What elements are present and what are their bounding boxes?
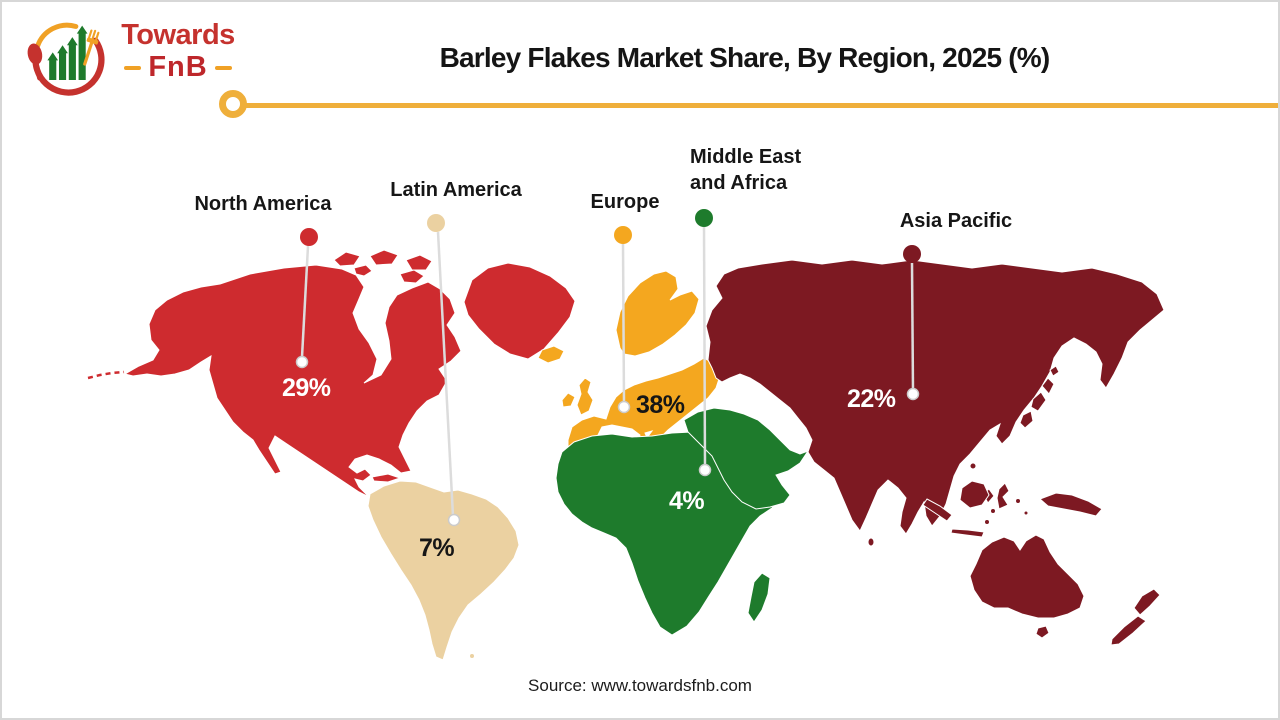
- region-latin-america: [367, 480, 520, 661]
- label-europe: Europe: [590, 191, 660, 213]
- spoon-icon: [27, 43, 43, 81]
- label-latin-america: Latin America: [390, 179, 522, 201]
- region-asia-pacific: [705, 259, 1165, 646]
- bar-chart-arrows-icon: [47, 25, 88, 80]
- logo-yellow-arc: [35, 22, 79, 49]
- title-divider-line: [235, 103, 1278, 108]
- region-middle-east-africa: [555, 407, 810, 636]
- source-attribution: Source: www.towardsfnb.com: [528, 676, 752, 695]
- page-title: Barley Flakes Market Share, By Region, 2…: [439, 42, 1051, 73]
- region-europe: [537, 270, 721, 456]
- value-north-america: 29%: [282, 374, 331, 402]
- brand-name-top: Towards: [121, 19, 235, 51]
- title-divider-ring: [219, 90, 247, 118]
- dot-north-america: [300, 228, 318, 246]
- brand-dash-left: [124, 65, 142, 70]
- value-asia-pacific: 22%: [847, 385, 896, 413]
- callout-leader-lines: [300, 226, 915, 517]
- region-north-america: [87, 249, 576, 509]
- dot-europe: [614, 226, 632, 244]
- label-asia-pacific: Asia Pacific: [899, 210, 1013, 232]
- fork-icon: [83, 29, 100, 66]
- brand-logo: Towards FnB: [22, 12, 235, 98]
- label-north-america: North America: [194, 193, 332, 215]
- brand-name-bottom: FnB: [148, 51, 208, 84]
- dot-asia-pacific: [903, 245, 921, 263]
- brand-text: Towards FnB: [114, 20, 242, 82]
- value-middle-east-africa: 4%: [669, 487, 705, 515]
- value-europe: 38%: [636, 391, 685, 419]
- value-latin-america: 7%: [419, 534, 455, 562]
- dot-middle-east-africa: [695, 209, 713, 227]
- brand-logo-icon: [27, 22, 105, 96]
- brand-dash-right: [214, 65, 232, 70]
- label-middle-east-africa: Middle East and Africa: [690, 146, 802, 194]
- callout-endpoints: [295, 355, 920, 527]
- dot-latin-america: [427, 214, 445, 232]
